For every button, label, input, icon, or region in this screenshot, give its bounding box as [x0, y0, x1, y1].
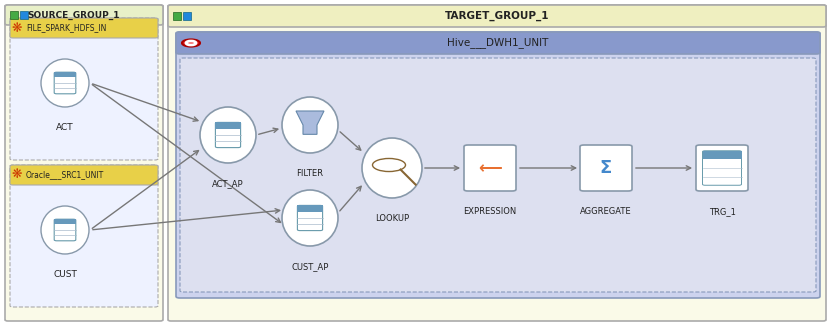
Bar — [20, 11, 28, 19]
Text: LOOKUP: LOOKUP — [375, 214, 409, 223]
Ellipse shape — [41, 206, 89, 254]
FancyBboxPatch shape — [215, 122, 240, 148]
Text: ACT_AP: ACT_AP — [212, 179, 244, 188]
Text: ❋: ❋ — [12, 21, 23, 35]
FancyBboxPatch shape — [10, 165, 158, 307]
FancyBboxPatch shape — [298, 205, 323, 231]
Text: TRG_1: TRG_1 — [709, 207, 736, 216]
Bar — [702, 151, 741, 159]
FancyBboxPatch shape — [180, 58, 816, 292]
FancyBboxPatch shape — [702, 151, 741, 185]
Bar — [54, 72, 76, 78]
Circle shape — [373, 158, 405, 172]
FancyBboxPatch shape — [10, 18, 158, 38]
Text: TARGET_GROUP_1: TARGET_GROUP_1 — [445, 11, 550, 21]
FancyBboxPatch shape — [5, 5, 163, 321]
Ellipse shape — [41, 59, 89, 107]
FancyBboxPatch shape — [176, 32, 820, 298]
Ellipse shape — [282, 190, 338, 246]
Circle shape — [186, 41, 196, 45]
Text: CUST: CUST — [53, 270, 77, 279]
FancyBboxPatch shape — [10, 165, 158, 185]
FancyBboxPatch shape — [10, 18, 158, 160]
Text: CUST_AP: CUST_AP — [291, 262, 329, 271]
Text: Σ: Σ — [600, 159, 612, 177]
Text: AGGREGATE: AGGREGATE — [580, 207, 632, 216]
Text: Hive___DWH1_UNIT: Hive___DWH1_UNIT — [447, 38, 549, 49]
Text: FILTER: FILTER — [297, 169, 324, 178]
FancyBboxPatch shape — [464, 145, 516, 191]
Text: FILE_SPARK_HDFS_IN: FILE_SPARK_HDFS_IN — [26, 23, 107, 32]
Text: SOURCE_GROUP_1: SOURCE_GROUP_1 — [27, 11, 119, 19]
Bar — [173, 12, 181, 20]
Circle shape — [182, 40, 200, 47]
Bar — [215, 122, 240, 129]
FancyBboxPatch shape — [54, 72, 76, 94]
FancyBboxPatch shape — [168, 5, 826, 27]
Text: Oracle___SRC1_UNIT: Oracle___SRC1_UNIT — [26, 171, 104, 180]
FancyBboxPatch shape — [54, 219, 76, 241]
FancyBboxPatch shape — [168, 5, 826, 321]
Bar — [298, 205, 323, 212]
Ellipse shape — [200, 107, 256, 163]
Bar — [10, 11, 18, 19]
Bar — [54, 219, 76, 224]
Ellipse shape — [282, 97, 338, 153]
FancyBboxPatch shape — [580, 145, 632, 191]
Text: ❋: ❋ — [12, 169, 23, 182]
Text: EXPRESSION: EXPRESSION — [464, 207, 516, 216]
Bar — [183, 12, 191, 20]
FancyBboxPatch shape — [5, 5, 163, 25]
FancyBboxPatch shape — [176, 32, 820, 54]
Polygon shape — [296, 111, 324, 134]
FancyBboxPatch shape — [696, 145, 748, 191]
Text: ACT: ACT — [56, 123, 74, 132]
Ellipse shape — [362, 138, 422, 198]
Text: ⟵: ⟵ — [478, 159, 502, 177]
